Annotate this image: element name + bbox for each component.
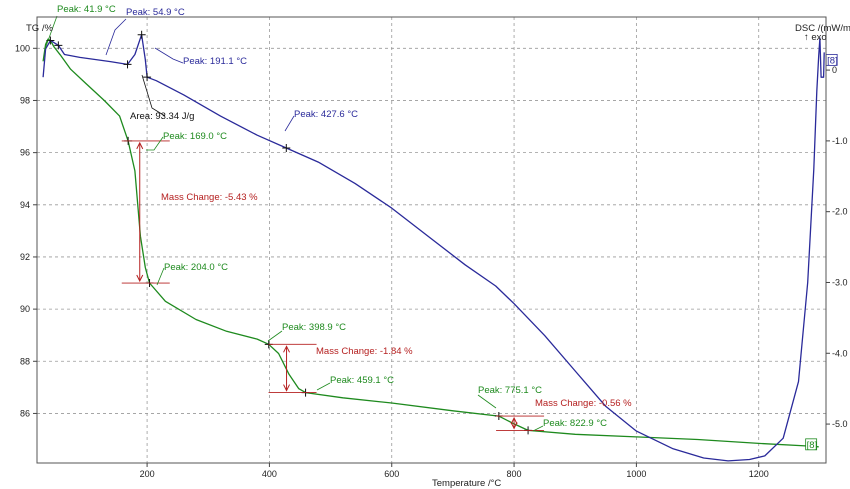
y-right-tick-label: -2.0 [832, 207, 848, 217]
annotation-leader [477, 394, 497, 409]
annotation-leader [532, 425, 544, 432]
annotation-leader [267, 330, 283, 342]
annotation-label: Peak: 459.1 °C [330, 375, 394, 386]
annotation-leader [156, 267, 165, 286]
x-tick-label: 1200 [749, 469, 769, 479]
x-tick-label: 1000 [626, 469, 646, 479]
peak-marker [143, 73, 152, 82]
grid [37, 17, 826, 463]
annotation-label: Peak: 398.9 °C [282, 322, 346, 333]
x-axis-label: Temperature /°C [432, 478, 501, 489]
x-tick-label: 400 [262, 469, 277, 479]
annotation-leader [105, 18, 127, 56]
annotation-label: Peak: 54.9 °C [126, 7, 185, 18]
x-tick-label: 200 [140, 469, 155, 479]
mass-change-arrow-head-down [283, 384, 290, 392]
annotation-leader [154, 47, 184, 64]
axes: 200 400 600 800 1000 1200868890929496981000-1… [15, 43, 848, 479]
annotation-label: Peak: 204.0 °C [164, 262, 228, 273]
annotation-leader [44, 15, 58, 50]
y-left-tick-label: 94 [20, 200, 30, 210]
annotation-label: Peak: 191.1 °C [183, 56, 247, 67]
annotation-leader [141, 74, 166, 117]
series-line-tg [42, 38, 819, 448]
peak-marker [54, 41, 63, 50]
y-right-tick-label: -4.0 [832, 348, 848, 358]
peak-marker [282, 143, 291, 152]
peak-marker [137, 30, 146, 39]
peak-marker [123, 60, 132, 69]
annotation-label: Mass Change: -0.56 % [535, 398, 632, 409]
x-tick-label: 600 [384, 469, 399, 479]
series-end-label: [8] [827, 55, 838, 66]
annotation-label: Peak: 169.0 °C [163, 131, 227, 142]
y-left-tick-label: 100 [15, 43, 30, 53]
annotation-label: Peak: 427.6 °C [294, 109, 358, 120]
y-left-tick-label: 88 [20, 356, 30, 366]
y-right-tick-label: -3.0 [832, 277, 848, 287]
annotations: Peak: 41.9 °C Peak: 54.9 °C Peak: 191.1 °C… [44, 4, 632, 435]
annotation-label: Mass Change: -1.84 % [316, 346, 413, 357]
exo-indicator: ↑ exo [804, 32, 827, 43]
mass-change-arrow-head-down [136, 274, 144, 283]
plot-frame [36, 16, 827, 464]
annotation-label: Mass Change: -5.43 % [161, 192, 258, 203]
y-left-tick-label: 86 [20, 408, 30, 418]
y-axis-right-label: DSC /(mW/mg) [795, 23, 850, 34]
mass-change-arrow-head-up [136, 141, 144, 150]
annotation-label: Peak: 41.9 °C [57, 4, 116, 15]
y-axis-left-label: TG /% [26, 23, 53, 34]
y-left-tick-label: 96 [20, 148, 30, 158]
annotation-leader [146, 136, 164, 151]
y-left-tick-label: 90 [20, 304, 30, 314]
series-end-label: [8] [807, 440, 818, 451]
annotation-leader [316, 382, 331, 391]
mass-change-arrow-head-up [283, 345, 290, 353]
mass-change-arrow-head-down [510, 422, 518, 430]
annotation-label: Area: 93.34 J/g [130, 111, 194, 122]
y-left-tick-label: 98 [20, 95, 30, 105]
annotation-label: Peak: 822.9 °C [543, 418, 607, 429]
y-right-tick-label: -1.0 [832, 136, 848, 146]
y-right-tick-label: -5.0 [832, 419, 848, 429]
annotation-leader [284, 115, 295, 132]
mass-change-arrow-head-up [510, 416, 518, 425]
y-right-tick-label: 0 [832, 65, 837, 75]
x-tick-label: 800 [507, 469, 522, 479]
annotation-label: Peak: 775.1 °C [478, 385, 542, 396]
series-end-box [805, 438, 818, 451]
y-left-tick-label: 92 [20, 252, 30, 262]
